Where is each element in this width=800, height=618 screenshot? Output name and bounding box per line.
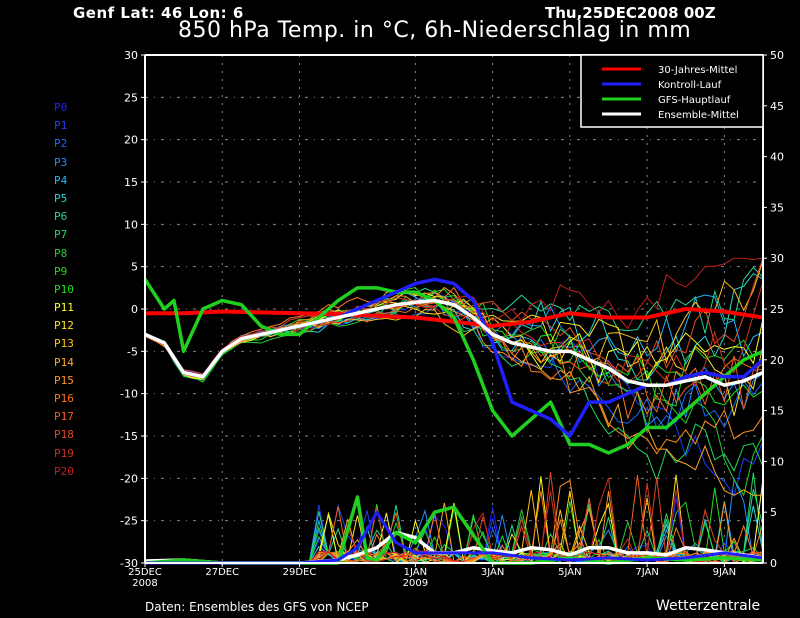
y-left-tick-label: 25: [124, 91, 138, 104]
legend-label: Ensemble-Mittel: [658, 110, 739, 121]
member-temp-line-p20: [144, 257, 764, 376]
y-left-tick-label: 5: [131, 261, 138, 274]
y-left-tick-label: 0: [131, 303, 138, 316]
member-label-p10: P10: [54, 282, 74, 296]
member-temp-line-p15: [144, 302, 764, 455]
y-right-tick-label: 40: [770, 151, 784, 164]
x-tick-year-label: 2009: [403, 578, 428, 589]
chart-title: 850 hPa Temp. in °C, 6h-Niederschlag in …: [178, 18, 692, 43]
legend-label: GFS-Hauptlauf: [658, 95, 731, 106]
y-right-tick-label: 10: [770, 455, 784, 468]
y-right-tick-label: 35: [770, 201, 784, 214]
member-label-p4: P4: [54, 173, 68, 187]
y-left-tick-label: -10: [120, 388, 138, 401]
y-right-tick-label: 25: [770, 303, 784, 316]
y-right-tick-label: 0: [770, 557, 777, 570]
x-tick-label: 3JAN: [481, 567, 504, 578]
legend-label: 30-Jahres-Mittel: [658, 65, 737, 76]
x-tick-label: 9JAN: [713, 567, 736, 578]
legend: 30-Jahres-Mittel Kontroll-Lauf GFS-Hauptla…: [580, 54, 764, 128]
legend-label: Kontroll-Lauf: [658, 80, 722, 91]
y-left-tick-label: 15: [124, 176, 138, 189]
y-right-tick-label: 30: [770, 252, 784, 265]
y-right-tick-label: 45: [770, 100, 784, 113]
y-left-tick-label: 10: [124, 218, 138, 231]
x-tick-label: 27DEC: [205, 567, 239, 578]
member-label-p18: P18: [54, 428, 74, 442]
member-label-p11: P11: [54, 301, 74, 315]
member-label-p1: P1: [54, 119, 68, 133]
x-tick-label: 1JAN: [404, 567, 427, 578]
grid: [145, 55, 763, 563]
member-label-p17: P17: [54, 410, 74, 424]
member-label-p0: P0: [54, 101, 68, 114]
temp-line-gfs-hauptlauf: [143, 278, 764, 455]
x-tick-label: 5JAN: [558, 567, 581, 578]
y-left-tick-label: 20: [124, 134, 138, 147]
y-left-tick-label: -5: [127, 345, 138, 358]
y-left-tick-label: -15: [120, 430, 138, 443]
x-tick-label: 25DEC: [128, 567, 162, 578]
member-label-p6: P6: [54, 210, 68, 224]
member-label-p2: P2: [54, 137, 68, 151]
y-left-tick-label: 30: [124, 49, 138, 62]
data-source: Daten: Ensembles des GFS von NCEP: [145, 600, 369, 614]
x-tick-label: 29DEC: [283, 567, 317, 578]
axes: -30 -25 -20 -15 -10 -5 0 5 10 15 20 25 30 0 5 10 15 20 25 3…: [120, 49, 784, 589]
y-right-tick-label: 50: [770, 49, 784, 62]
highlighted-series: [143, 277, 765, 565]
station-info: Genf Lat: 46 Lon: 6: [73, 4, 244, 22]
member-temp-line-p5: [144, 272, 764, 381]
member-label-p15: P15: [54, 373, 74, 387]
member-label-p19: P19: [54, 446, 74, 460]
member-label-p16: P16: [54, 392, 74, 405]
run-datetime: Thu,25DEC2008 00Z: [545, 4, 716, 22]
member-label-p13: P13: [54, 337, 74, 351]
y-left-tick-label: -25: [120, 515, 138, 528]
y-right-tick-label: 20: [770, 354, 784, 367]
y-left-tick-label: -20: [120, 472, 138, 485]
member-label-p12: P12: [54, 319, 74, 333]
y-right-tick-label: 15: [770, 405, 784, 418]
member-temp-line-p19: [144, 281, 764, 387]
member-label-p14: P14: [54, 355, 74, 369]
y-right-tick-label: 5: [770, 506, 777, 519]
x-tick-year-label: 2008: [132, 578, 157, 589]
member-label-p20: P20: [54, 464, 74, 478]
x-tick-label: 7JAN: [635, 567, 658, 578]
temp-line-ensemble-mittel: [144, 298, 764, 387]
y-left-tick-label: -30: [120, 557, 138, 570]
member-label-p3: P3: [54, 155, 68, 169]
ensemble-member-list: P0 P1 P2 P3 P4 P5 P6 P7 P8 P9 P10 P11 P12 P13 P14 P15 P1…: [54, 101, 74, 483]
brand: Wetterzentrale: [656, 598, 761, 614]
member-label-p9: P9: [54, 264, 68, 278]
member-label-p7: P7: [54, 228, 68, 242]
member-label-p5: P5: [54, 191, 68, 205]
member-label-p8: P8: [54, 246, 68, 260]
precip-line-kontroll-lauf: [145, 510, 764, 565]
